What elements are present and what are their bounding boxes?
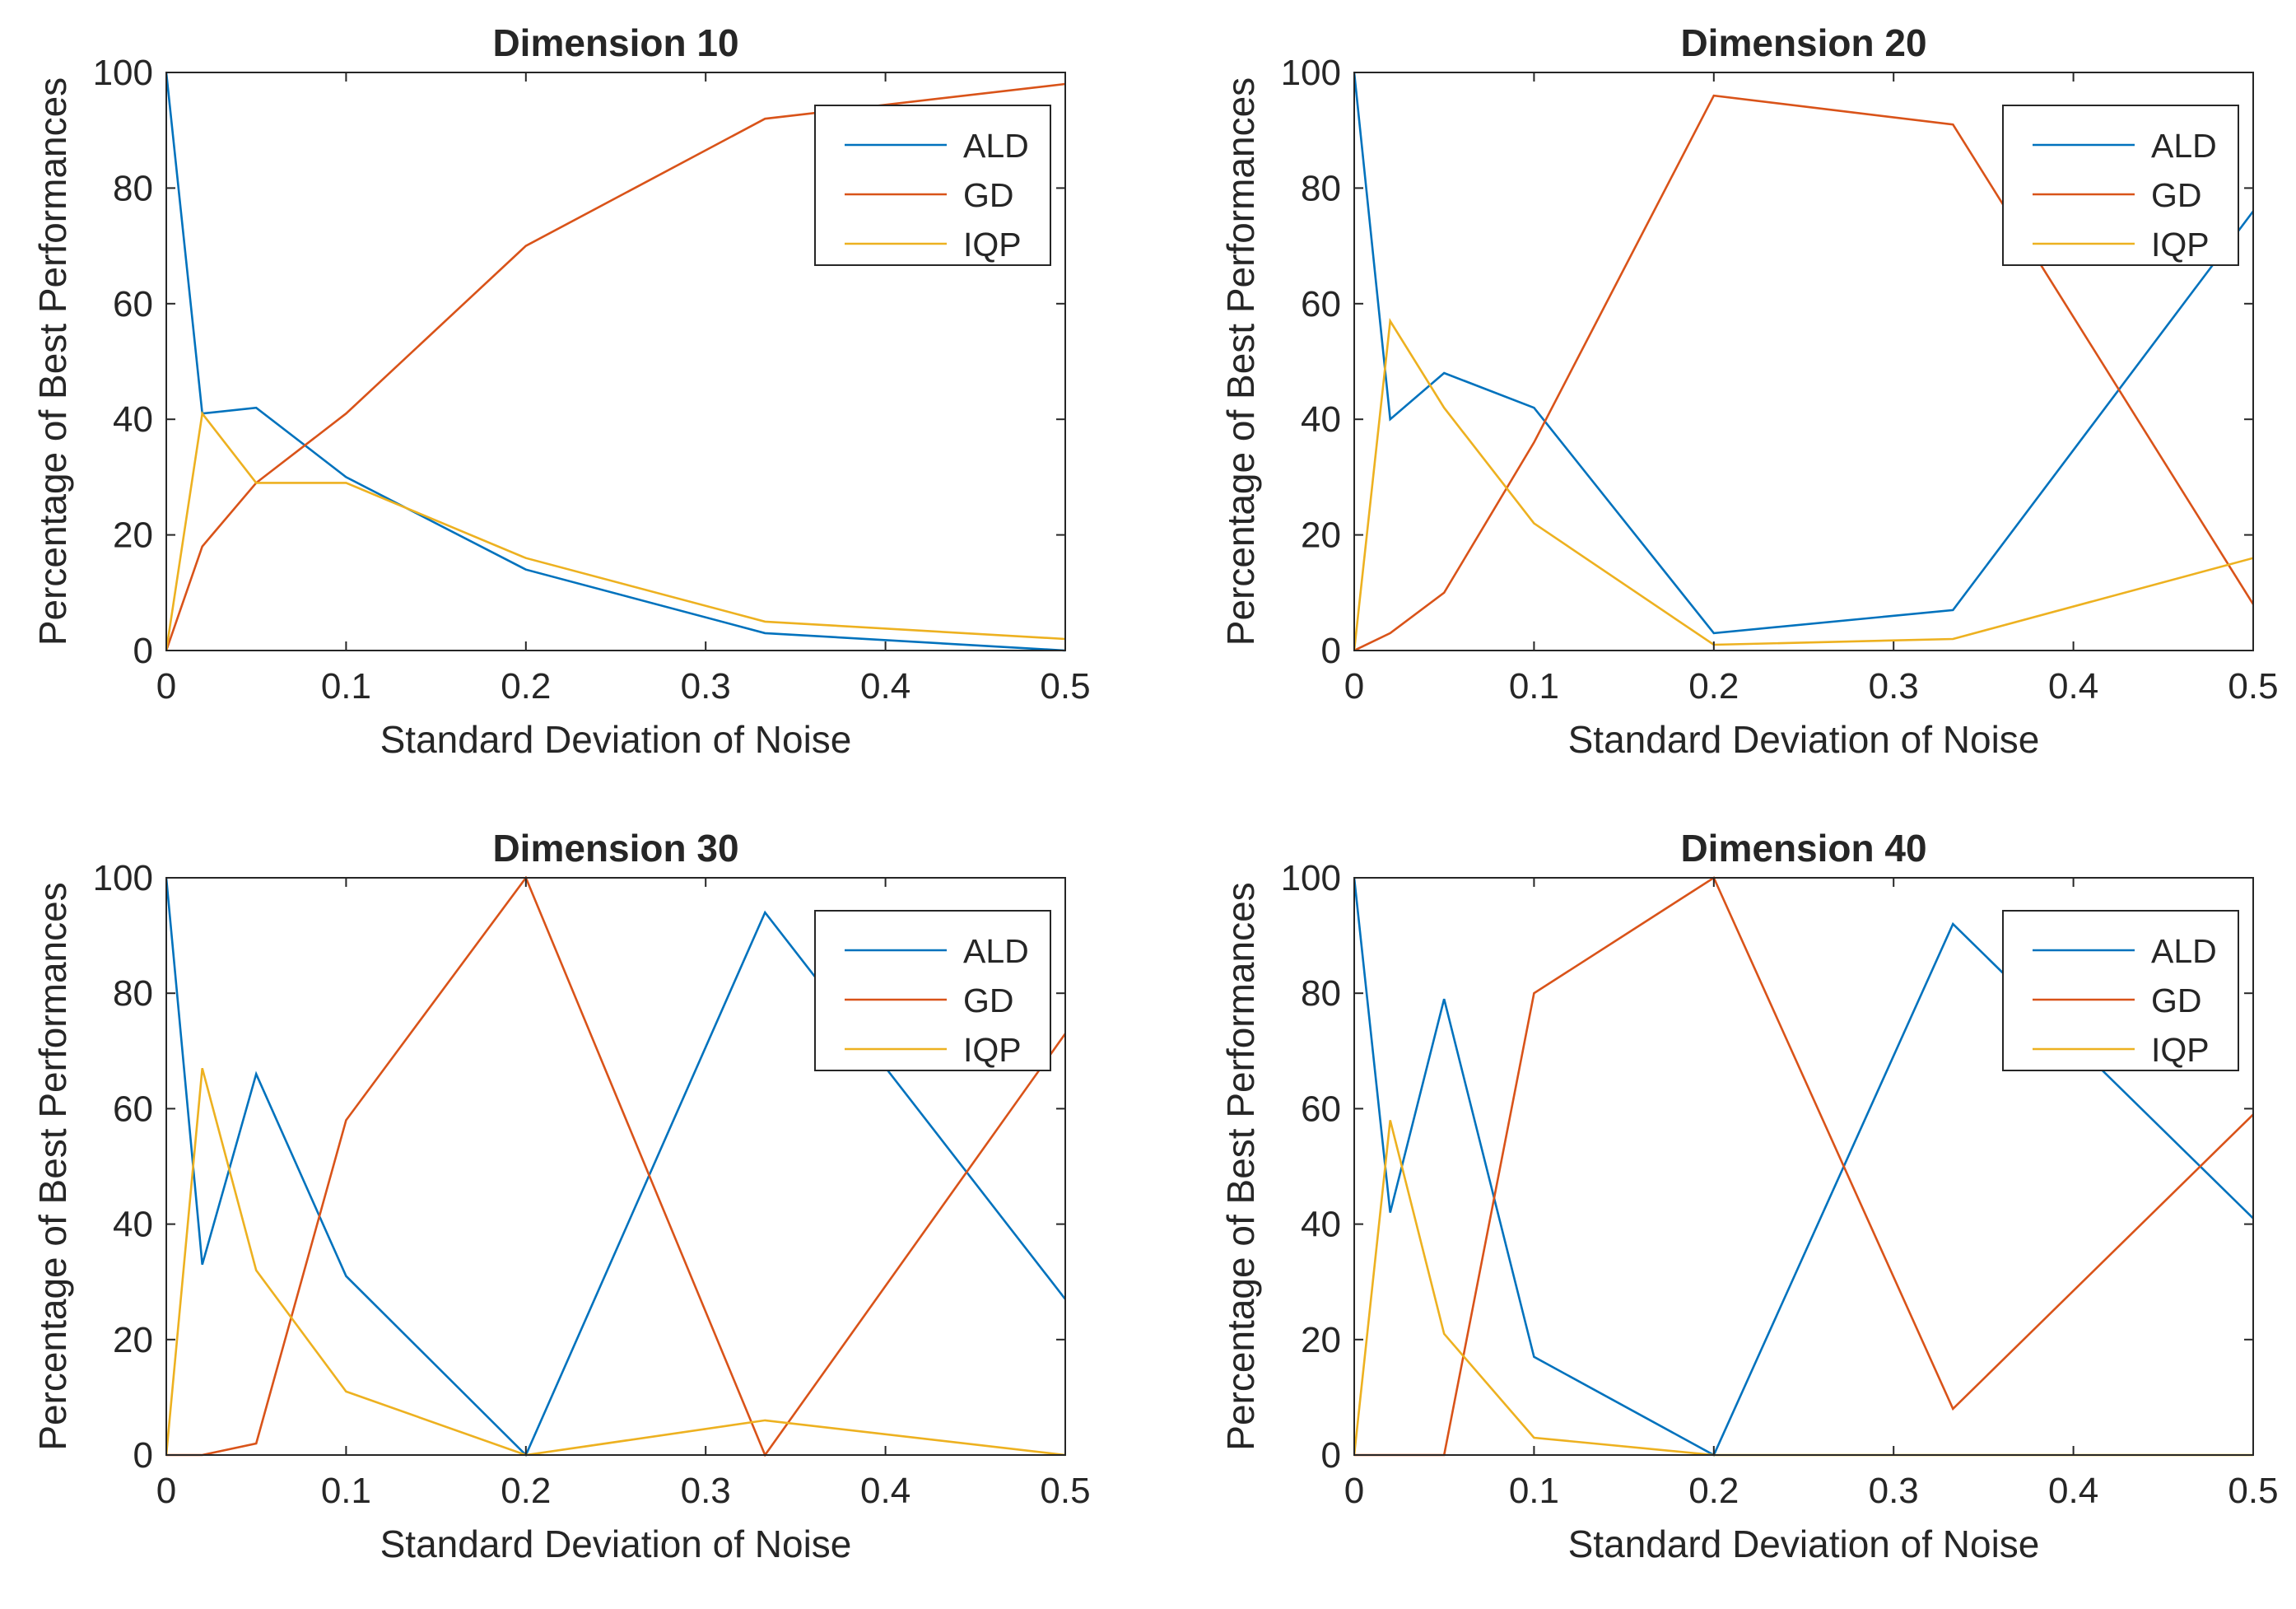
x-tick-label: 0.2	[1688, 666, 1739, 707]
y-axis-label: Percentage of Best Performances	[31, 882, 74, 1450]
x-axis-label: Standard Deviation of Noise	[380, 1523, 852, 1565]
x-tick-label: 0.3	[1869, 1471, 1919, 1511]
chart-title: Dimension 30	[492, 827, 738, 870]
y-tick-label: 60	[113, 1089, 153, 1129]
chart-title: Dimension 20	[1680, 21, 1926, 64]
axes-box	[165, 877, 1066, 1456]
y-tick-label: 20	[113, 515, 153, 556]
x-tick-label: 0.3	[681, 666, 731, 707]
x-tick-label: 0.1	[1509, 666, 1559, 707]
x-tick-label: 0.1	[1509, 1471, 1559, 1511]
y-tick-label: 20	[1301, 1320, 1341, 1360]
x-tick-label: 0.4	[2048, 1471, 2098, 1511]
x-tick-label: 0.5	[2228, 1471, 2278, 1511]
y-tick-label: 40	[1301, 399, 1341, 440]
x-tick-label: 0.4	[2048, 666, 2098, 707]
legend-label-ald: ALD	[2151, 127, 2217, 165]
legend-label-ald: ALD	[2151, 932, 2217, 970]
y-tick-label: 20	[1301, 515, 1341, 556]
legend-label-ald: ALD	[963, 127, 1029, 165]
y-tick-label: 40	[113, 1205, 153, 1245]
legend-label-iqp: IQP	[963, 1031, 1022, 1069]
x-axis-label: Standard Deviation of Noise	[1568, 718, 2040, 761]
y-tick-label: 40	[113, 399, 153, 440]
legend-label-gd: GD	[2151, 176, 2202, 214]
y-axis-label: Percentage of Best Performances	[1219, 882, 1262, 1450]
chart-panel-3: 0 0.1 0.2 0.3 0.4 0.5 0 20 40 60 80 100 Dimension 30…	[31, 827, 1091, 1565]
x-tick-label: 0.5	[2228, 666, 2278, 707]
y-axis-label: Percentage of Best Performances	[1219, 77, 1262, 646]
y-tick-label: 60	[1301, 284, 1341, 324]
chart-title: Dimension 40	[1680, 827, 1926, 870]
series-line-gd	[166, 82, 1065, 651]
legend-label-gd: GD	[963, 176, 1014, 214]
y-tick-label: 40	[1301, 1205, 1341, 1245]
legend-box	[814, 910, 1051, 1071]
series-line-ald	[1354, 72, 2253, 635]
x-axis-label: Standard Deviation of Noise	[1568, 1523, 2040, 1565]
legend: ALD GD IQP	[814, 910, 1051, 1071]
x-tick-label: 0.1	[321, 666, 371, 707]
series-line-iqp	[1354, 318, 2253, 651]
x-tick-label: 0.5	[1040, 1471, 1090, 1511]
y-tick-label: 100	[1281, 53, 1341, 93]
x-tick-label: 0	[156, 1471, 176, 1511]
y-tick-label: 60	[1301, 1089, 1341, 1129]
x-tick-label: 0	[156, 666, 176, 707]
x-tick-label: 0.2	[1688, 1471, 1739, 1511]
x-axis-label: Standard Deviation of Noise	[380, 718, 852, 761]
x-tick-label: 0.4	[860, 1471, 910, 1511]
y-tick-label: 0	[133, 631, 153, 671]
x-tick-label: 0.1	[321, 1471, 371, 1511]
x-tick-label: 0.2	[501, 1471, 551, 1511]
legend-label-iqp: IQP	[2151, 1031, 2210, 1069]
x-tick-label: 0.3	[1869, 666, 1919, 707]
series-line-gd	[1354, 94, 2253, 652]
y-tick-label: 0	[1321, 631, 1341, 671]
chart-panel-4: 0 0.1 0.2 0.3 0.4 0.5 0 20 40 60 80 100 Dimension 40…	[1219, 827, 2279, 1565]
y-tick-label: 0	[1321, 1435, 1341, 1476]
y-tick-label: 100	[93, 53, 153, 93]
series-line-ald	[1354, 877, 2253, 1457]
y-tick-label: 80	[113, 168, 153, 208]
legend-label-iqp: IQP	[2151, 226, 2210, 264]
legend-label-iqp: IQP	[963, 226, 1022, 264]
y-tick-label: 80	[1301, 168, 1341, 208]
y-tick-label: 80	[1301, 973, 1341, 1014]
y-tick-label: 0	[133, 1435, 153, 1476]
y-tick-label: 20	[113, 1320, 153, 1360]
y-tick-label: 100	[93, 858, 153, 898]
chart-panel-1: 0 0.1 0.2 0.3 0.4 0.5 0 20 40 60 80 100 Dimension 10…	[31, 21, 1091, 761]
y-tick-label: 100	[1281, 858, 1341, 898]
axes-box	[165, 72, 1066, 651]
x-tick-label: 0.5	[1040, 666, 1090, 707]
axes-box	[1353, 877, 2254, 1456]
y-tick-label: 80	[113, 973, 153, 1014]
legend: ALD GD IQP	[814, 105, 1051, 266]
chart-title: Dimension 10	[492, 21, 738, 64]
series-line-ald	[166, 877, 1065, 1457]
y-axis-label: Percentage of Best Performances	[31, 77, 74, 646]
legend-box	[814, 105, 1051, 266]
legend-label-ald: ALD	[963, 932, 1029, 970]
x-tick-label: 0.4	[860, 666, 910, 707]
legend-box	[2002, 910, 2239, 1071]
axes-box	[1353, 72, 2254, 651]
series-line-iqp	[166, 411, 1065, 651]
legend-box	[2002, 105, 2239, 266]
x-tick-label: 0.2	[501, 666, 551, 707]
x-tick-label: 0.3	[681, 1471, 731, 1511]
x-tick-label: 0	[1344, 666, 1364, 707]
x-tick-label: 0	[1344, 1471, 1364, 1511]
series-line-iqp	[166, 1067, 1065, 1457]
chart-panel-2: 0 0.1 0.2 0.3 0.4 0.5 0 20 40 60 80 100 Dimension 20…	[1219, 21, 2279, 761]
legend-label-gd: GD	[963, 982, 1014, 1019]
y-tick-label: 60	[113, 284, 153, 324]
legend: ALD GD IQP	[2002, 105, 2239, 266]
legend-label-gd: GD	[2151, 982, 2202, 1019]
legend: ALD GD IQP	[2002, 910, 2239, 1071]
